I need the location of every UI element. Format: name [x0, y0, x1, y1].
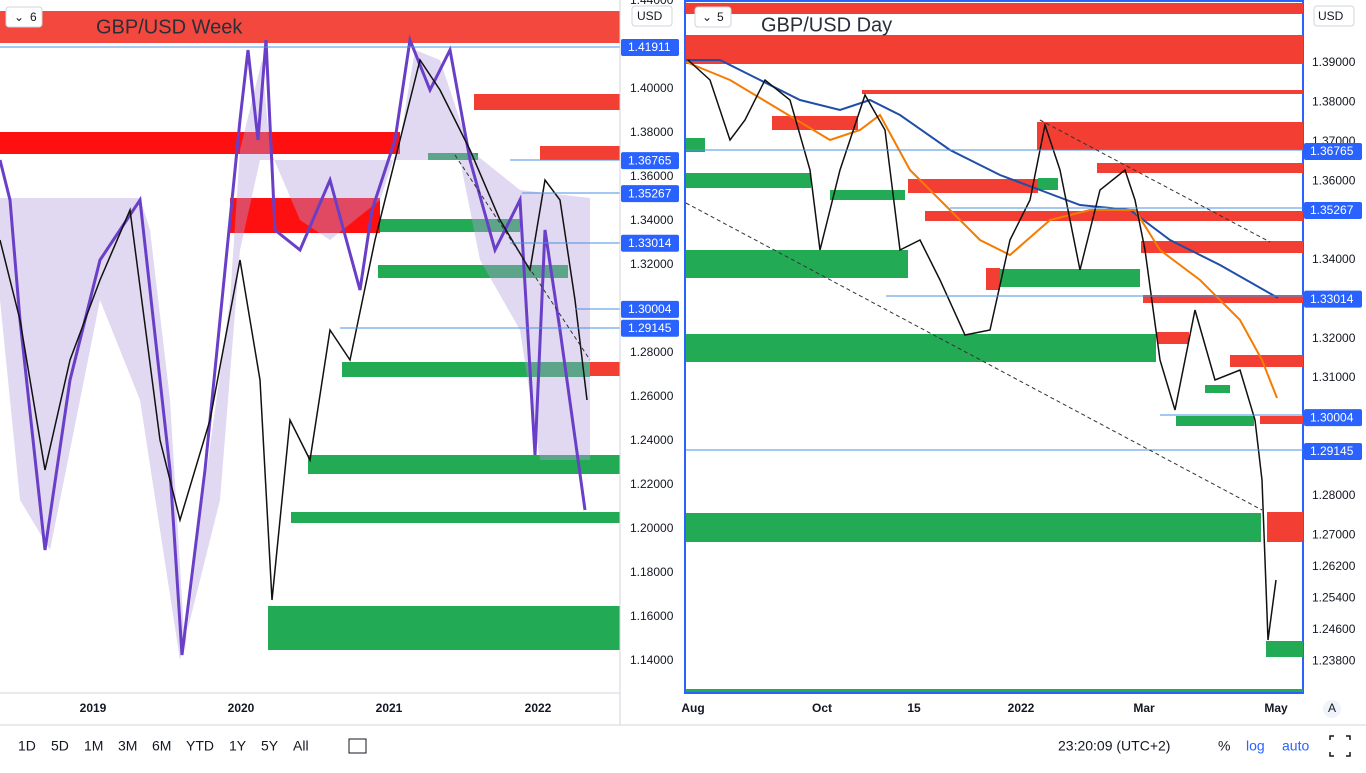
right-badge-text: ⌄ — [702, 10, 712, 24]
price-label: 1.34000 — [1312, 252, 1356, 266]
price-label: 1.16000 — [630, 609, 674, 623]
price-label: 1.24000 — [630, 433, 674, 447]
corner-button[interactable] — [1323, 700, 1341, 718]
price-tag-text: 1.30004 — [1310, 410, 1354, 424]
price-tag — [621, 38, 679, 56]
right-badge-text: 5 — [717, 10, 724, 24]
right-currency[interactable] — [1313, 5, 1355, 27]
fullscreen-icon[interactable] — [1329, 735, 1351, 757]
left-currency[interactable] — [631, 5, 673, 27]
price-tag-text: 1.36765 — [1310, 144, 1354, 158]
price-tag — [1304, 143, 1362, 160]
price-tag — [621, 234, 679, 252]
log-button[interactable]: log — [1246, 738, 1265, 754]
price-label: 1.32000 — [1312, 331, 1356, 345]
left-badge-text: ⌄ — [14, 10, 24, 24]
price-label: 1.27000 — [1312, 528, 1356, 542]
price-label: 1.31000 — [1312, 370, 1356, 384]
left-zones — [0, 11, 620, 660]
price-tag-text: 1.30004 — [628, 302, 672, 316]
time-label: 2022 — [1008, 701, 1035, 715]
left-badge-text: 6 — [30, 10, 37, 24]
price-tag-text: 1.35267 — [628, 186, 672, 200]
price-tag — [621, 185, 679, 203]
active-pane-frame — [684, 0, 1304, 694]
price-label: 1.28000 — [630, 345, 674, 359]
price-label: 1.36000 — [1312, 173, 1356, 187]
time-label: Aug — [681, 701, 704, 715]
time-label: Oct — [812, 701, 832, 715]
price-tag — [621, 152, 679, 170]
price-tag — [621, 300, 679, 318]
percent-button[interactable]: % — [1218, 738, 1230, 754]
right-title: GBP/USD Day — [761, 14, 892, 36]
range-button[interactable]: 1Y — [229, 738, 247, 754]
range-button[interactable]: 5Y — [261, 738, 279, 754]
clock: 23:20:09 (UTC+2) — [1058, 738, 1170, 754]
price-tag-text: 1.36765 — [628, 153, 672, 167]
price-tag — [1304, 442, 1362, 460]
left-currency-text: USD — [637, 9, 663, 23]
price-tag-text: 1.33014 — [628, 236, 672, 250]
price-label: 1.40000 — [630, 81, 674, 95]
price-label: 1.23800 — [1312, 654, 1356, 668]
range-button[interactable]: 3M — [118, 738, 137, 754]
time-label: 2019 — [80, 701, 107, 715]
price-label: 1.26000 — [630, 389, 674, 403]
price-tag-text: 1.29145 — [1310, 444, 1354, 458]
range-button[interactable]: 6M — [152, 738, 171, 754]
price-label: 1.32000 — [630, 257, 674, 271]
price-tag — [1304, 290, 1362, 308]
range-button[interactable]: 1D — [18, 738, 36, 754]
price-label: 1.22000 — [630, 477, 674, 491]
price-tag-text: 1.33014 — [1310, 292, 1354, 306]
time-label: 15 — [907, 701, 921, 715]
time-label: 2022 — [525, 701, 552, 715]
right-currency-text: USD — [1318, 9, 1344, 23]
auto-button[interactable]: auto — [1282, 738, 1309, 754]
range-button[interactable]: All — [293, 738, 309, 754]
range-button[interactable]: 1M — [84, 738, 103, 754]
left-badge[interactable] — [5, 6, 43, 28]
right-badge[interactable] — [694, 6, 732, 28]
right-zones — [685, 3, 1303, 692]
left-title: GBP/USD Week — [96, 16, 243, 38]
time-label: Mar — [1133, 701, 1155, 715]
price-label: 1.28000 — [1312, 488, 1356, 502]
range-button[interactable]: 5D — [51, 738, 69, 754]
price-label: 1.38000 — [1312, 95, 1356, 109]
price-label: 1.24600 — [1312, 622, 1356, 636]
price-tag-text: 1.29145 — [628, 321, 672, 335]
date-range-icon[interactable] — [348, 738, 367, 754]
price-tag — [1304, 409, 1362, 427]
price-label: 1.18000 — [630, 565, 674, 579]
price-label: 1.26200 — [1312, 559, 1356, 573]
price-label: 1.36000 — [630, 169, 674, 183]
price-label: 1.39000 — [1312, 55, 1356, 69]
price-tag-text: 1.35267 — [1310, 203, 1354, 217]
range-button[interactable]: YTD — [186, 738, 214, 754]
price-label: 1.34000 — [630, 213, 674, 227]
price-label: 1.44000 — [630, 0, 674, 7]
time-label: 2020 — [228, 701, 255, 715]
time-label: May — [1264, 701, 1288, 715]
price-label: 1.25400 — [1312, 591, 1356, 605]
price-tag — [1304, 201, 1362, 219]
price-tag — [621, 319, 679, 337]
corner-text: A — [1328, 701, 1336, 715]
price-tag-text: 1.41911 — [628, 40, 671, 54]
price-label: 1.38000 — [630, 125, 674, 139]
price-label: 1.14000 — [630, 653, 674, 667]
price-label: 1.20000 — [630, 521, 674, 535]
time-label: 2021 — [376, 701, 403, 715]
